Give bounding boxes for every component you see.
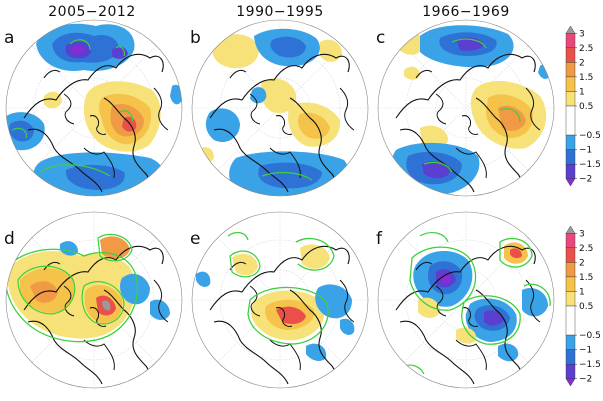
colorbar-tick-label: −2 xyxy=(579,375,592,385)
colorbar-swatch xyxy=(565,349,576,365)
colorbar-swatch xyxy=(565,225,576,234)
colorbar-tick-label: 2.5 xyxy=(579,44,593,54)
map-panel-b xyxy=(191,19,369,197)
panel-label-a: a xyxy=(4,28,14,48)
panel-label-f: f xyxy=(376,229,383,249)
colorbar-swatch xyxy=(565,149,576,165)
colorbar-swatch xyxy=(565,305,576,336)
colorbar-tick-label: 1.5 xyxy=(579,273,593,283)
anomaly-negative-region xyxy=(498,343,519,362)
map-panel-d xyxy=(5,211,183,389)
anomaly-negative-region xyxy=(258,162,322,189)
colorbar-swatch xyxy=(565,62,576,78)
panel-label-e: e xyxy=(190,229,200,249)
colorbar-swatch xyxy=(565,363,576,379)
map-panel-e xyxy=(191,211,369,389)
colorbar-bottom: 3 2.5 2 1.5 1 0.5 −0.5 −1 −1.5 −2 xyxy=(565,225,601,387)
colorbar-swatch xyxy=(565,91,576,107)
anomaly-positive-region xyxy=(44,91,62,109)
colorbar-tick-label: 0.5 xyxy=(579,302,593,312)
colorbar-tick-label: −0.5 xyxy=(579,331,601,341)
anomaly-negative-region xyxy=(522,287,548,317)
map-panel-c xyxy=(377,19,555,197)
colorbar-swatch xyxy=(565,334,576,350)
colorbar-tick-label: 1 xyxy=(579,87,585,97)
panel-label-c: c xyxy=(376,28,385,48)
anomaly-negative-region xyxy=(422,161,450,179)
anomaly-negative-region xyxy=(250,87,267,104)
colorbar-swatch xyxy=(565,247,576,263)
anomaly-negative-region xyxy=(9,120,34,142)
anomaly-negative-region xyxy=(170,84,182,105)
colorbar-tick-label: 3 xyxy=(579,29,585,39)
colorbar-swatch xyxy=(565,163,576,179)
colorbar-tick-label: 0.5 xyxy=(579,102,593,112)
anomaly-negative-region xyxy=(315,284,352,319)
anomaly-negative-region xyxy=(72,45,84,54)
anomaly-positive-region xyxy=(260,78,297,114)
colorbar-tick-label: −1.5 xyxy=(579,360,601,370)
column-title-2: 1990−1995 xyxy=(236,4,324,20)
colorbar-swatch xyxy=(565,262,576,278)
anomaly-positive-region xyxy=(498,105,526,131)
anomaly-negative-region xyxy=(484,310,504,326)
colorbar-swatch xyxy=(565,76,576,92)
column-title-3: 1966−1969 xyxy=(422,4,510,20)
anomaly-positive-region xyxy=(300,244,330,269)
colorbar-swatch xyxy=(565,178,576,187)
colorbar-swatch xyxy=(565,33,576,49)
anomaly-positive-region xyxy=(212,34,259,69)
colorbar-swatch xyxy=(565,25,576,34)
colorbar-top: 3 2.5 2 1.5 1 0.5 −0.5 −1 −1.5 −2 xyxy=(565,25,601,187)
anomaly-negative-region xyxy=(270,36,306,58)
colorbar-tick-label: 1 xyxy=(579,287,585,297)
colorbar-tick-label: −0.5 xyxy=(579,131,601,141)
colorbar-swatch xyxy=(565,291,576,307)
anomaly-positive-region xyxy=(456,327,477,344)
colorbar-swatch xyxy=(565,233,576,249)
anomaly-negative-region xyxy=(340,318,355,335)
colorbar-swatch xyxy=(565,105,576,136)
column-title-1: 2005−2012 xyxy=(48,4,136,20)
panel-label-d: d xyxy=(4,229,15,249)
anomaly-positive-region xyxy=(298,112,330,139)
panel-label-b: b xyxy=(190,28,201,48)
anomaly-positive-region xyxy=(232,253,258,276)
colorbar-swatch xyxy=(565,378,576,387)
anomaly-positive-region xyxy=(404,66,420,80)
colorbar-tick-label: −1.5 xyxy=(579,160,601,170)
colorbar-swatch xyxy=(565,134,576,150)
colorbar-tick-label: 2 xyxy=(579,58,585,68)
colorbar-tick-label: −2 xyxy=(579,175,592,185)
anomaly-negative-region xyxy=(120,273,150,305)
anomaly-positive-region xyxy=(320,39,342,62)
colorbar-swatch xyxy=(565,47,576,63)
colorbar-tick-label: 2 xyxy=(579,258,585,268)
map-panel-f xyxy=(377,211,555,389)
colorbar-tick-label: −1 xyxy=(579,146,592,156)
map-panel-a xyxy=(5,19,183,197)
anomaly-positive-region xyxy=(102,300,111,311)
colorbar-tick-label: 1.5 xyxy=(579,73,593,83)
anomaly-negative-region xyxy=(196,271,211,287)
anomaly-negative-region xyxy=(306,343,327,361)
colorbar-tick-label: 2.5 xyxy=(579,244,593,254)
anomaly-negative-region xyxy=(150,299,170,320)
anomaly-positive-region xyxy=(510,248,522,259)
colorbar-tick-label: 3 xyxy=(579,229,585,239)
colorbar-tick-label: −1 xyxy=(579,346,592,356)
colorbar-swatch xyxy=(565,276,576,292)
